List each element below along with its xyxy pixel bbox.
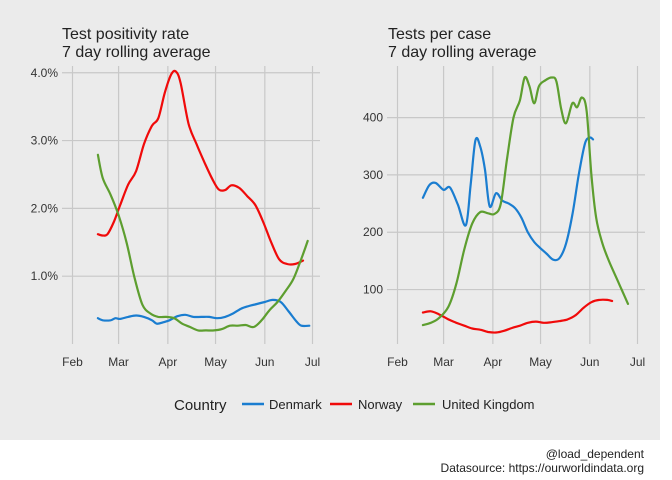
right-series-line-denmark <box>421 136 595 262</box>
right-chart-x-tick-labels: Feb Mar Apr May Jun Jul <box>387 355 645 369</box>
figure-panel-background <box>0 0 660 440</box>
right-x-tick-label: Feb <box>387 355 408 369</box>
caption-author: @load_dependent <box>546 447 645 461</box>
left-y-tick-label: 4.0% <box>31 66 59 80</box>
legend-label-united-kingdom: United Kingdom <box>442 397 535 412</box>
left-series-line-united-kingdom <box>96 153 309 332</box>
left-y-tick-label: 1.0% <box>31 269 59 283</box>
right-x-tick-label: Mar <box>433 355 454 369</box>
left-chart-gridlines <box>62 66 320 344</box>
left-chart-x-tick-labels: Feb Mar Apr May Jun Jul <box>62 355 320 369</box>
right-x-tick-label: Jul <box>630 355 645 369</box>
legend-title: Country <box>174 397 227 414</box>
left-x-tick-label: Apr <box>159 355 178 369</box>
right-chart-series <box>421 75 630 334</box>
left-y-tick-label: 3.0% <box>31 134 59 148</box>
right-chart-title: Tests per case <box>388 26 491 43</box>
right-series-line-united-kingdom <box>421 75 630 327</box>
legend-label-denmark: Denmark <box>269 397 322 412</box>
legend-label-norway: Norway <box>358 397 403 412</box>
left-chart-y-tick-labels: 1.0% 2.0% 3.0% 4.0% <box>31 66 59 283</box>
left-series-line-denmark <box>96 298 311 328</box>
right-series-line-norway <box>421 298 614 334</box>
left-x-tick-label: Jul <box>305 355 320 369</box>
legend: Country Denmark Norway United Kingdom <box>174 397 535 414</box>
right-chart-subtitle: 7 day rolling average <box>388 44 537 61</box>
right-y-tick-label: 200 <box>363 225 383 239</box>
left-x-tick-label: Feb <box>62 355 83 369</box>
left-x-tick-label: May <box>204 355 227 369</box>
right-chart-gridlines <box>387 66 645 344</box>
right-chart-y-tick-labels: 100 200 300 400 <box>363 111 383 297</box>
left-chart-series <box>96 69 311 332</box>
right-x-tick-label: Jun <box>580 355 599 369</box>
left-chart-subtitle: 7 day rolling average <box>62 44 211 61</box>
left-chart-title: Test positivity rate <box>62 26 189 43</box>
left-y-tick-label: 2.0% <box>31 201 59 215</box>
right-y-tick-label: 400 <box>363 111 383 125</box>
right-y-tick-label: 100 <box>363 283 383 297</box>
left-series-line-norway <box>96 69 305 266</box>
caption-source: Datasource: https://ourworldindata.org <box>441 461 644 475</box>
right-y-tick-label: 300 <box>363 168 383 182</box>
right-x-tick-label: May <box>529 355 552 369</box>
right-x-tick-label: Apr <box>484 355 503 369</box>
left-x-tick-label: Mar <box>108 355 129 369</box>
left-x-tick-label: Jun <box>255 355 274 369</box>
